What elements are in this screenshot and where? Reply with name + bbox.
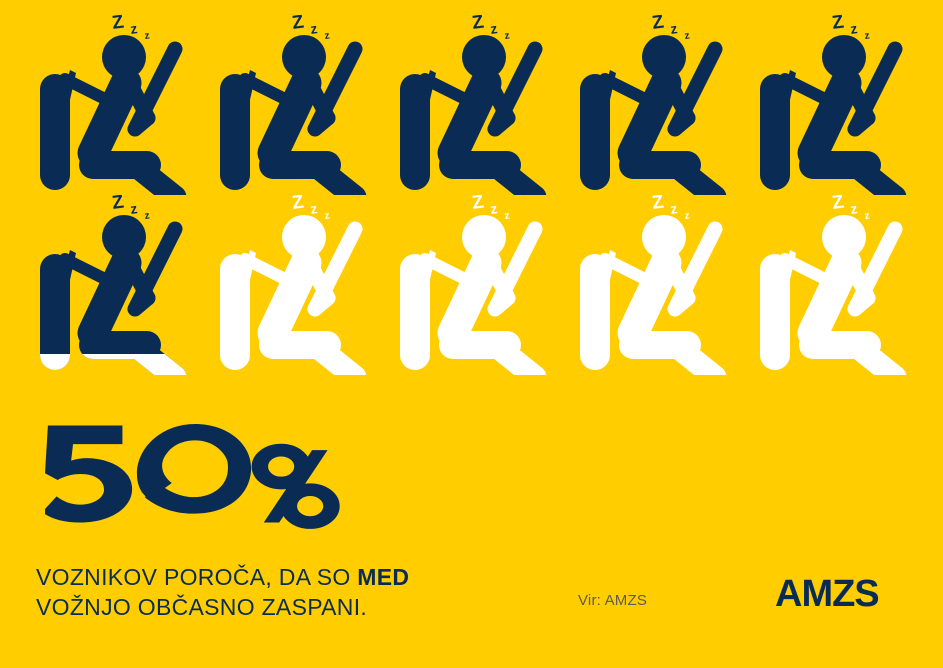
svg-text:AMZS: AMZS <box>775 574 879 614</box>
